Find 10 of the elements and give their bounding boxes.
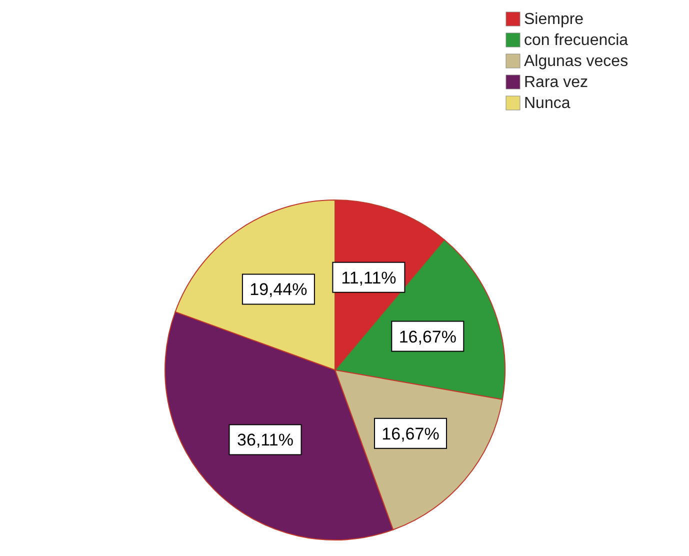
legend-label: con frecuencia: [524, 32, 628, 49]
data-label: 19,44%: [250, 280, 308, 300]
data-label: 36,11%: [237, 430, 294, 450]
legend-label: Siempre: [524, 11, 584, 28]
data-label: 16,67%: [382, 424, 440, 444]
legend-label: Algunas veces: [524, 53, 628, 70]
data-label: 11,11%: [341, 268, 396, 288]
data-label: 16,67%: [398, 327, 456, 346]
legend-label: Rara vez: [524, 74, 588, 91]
legend-label: Nunca: [524, 95, 570, 112]
